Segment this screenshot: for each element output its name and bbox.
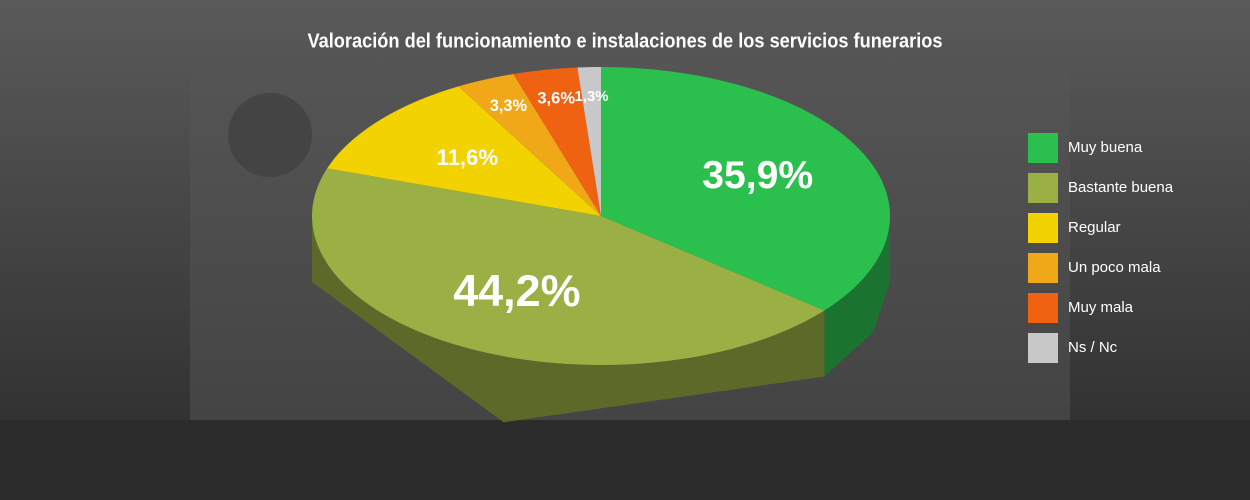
legend-label: Muy mala xyxy=(1068,299,1134,316)
legend-label: Ns / Nc xyxy=(1068,339,1118,356)
slice xyxy=(458,74,601,217)
legend: Muy buena Bastante buena Regular Un poco ma… xyxy=(1028,133,1174,363)
slice xyxy=(601,67,890,311)
slice xyxy=(312,168,825,365)
slice xyxy=(327,86,601,216)
slice xyxy=(513,67,601,216)
legend-swatch xyxy=(1028,333,1058,363)
data-label: 3,6% xyxy=(537,88,575,107)
pie: 35,9% 44,2% 11,6% 3,3% 3,6% 1,3% xyxy=(312,67,890,423)
legend-label: Bastante buena xyxy=(1068,179,1174,196)
legend-swatch xyxy=(1028,213,1058,243)
data-label: 35,9% xyxy=(702,154,813,197)
legend-swatch xyxy=(1028,133,1058,163)
legend-label: Muy buena xyxy=(1068,139,1143,156)
chart-title: Valoración del funcionamiento e instalac… xyxy=(308,30,943,52)
slice-side xyxy=(312,216,825,423)
data-label: 1,3% xyxy=(575,89,609,105)
legend-swatch xyxy=(1028,173,1058,203)
data-label: 44,2% xyxy=(453,265,580,316)
slice-side xyxy=(824,216,890,377)
legend-swatch xyxy=(1028,253,1058,283)
logo xyxy=(228,93,312,177)
slice xyxy=(577,67,601,216)
data-label: 11,6% xyxy=(437,145,499,170)
ground xyxy=(0,420,1250,500)
legend-label: Regular xyxy=(1068,219,1121,236)
data-label: 3,3% xyxy=(490,97,528,115)
legend-label: Un poco mala xyxy=(1068,259,1161,276)
legend-swatch xyxy=(1028,293,1058,323)
